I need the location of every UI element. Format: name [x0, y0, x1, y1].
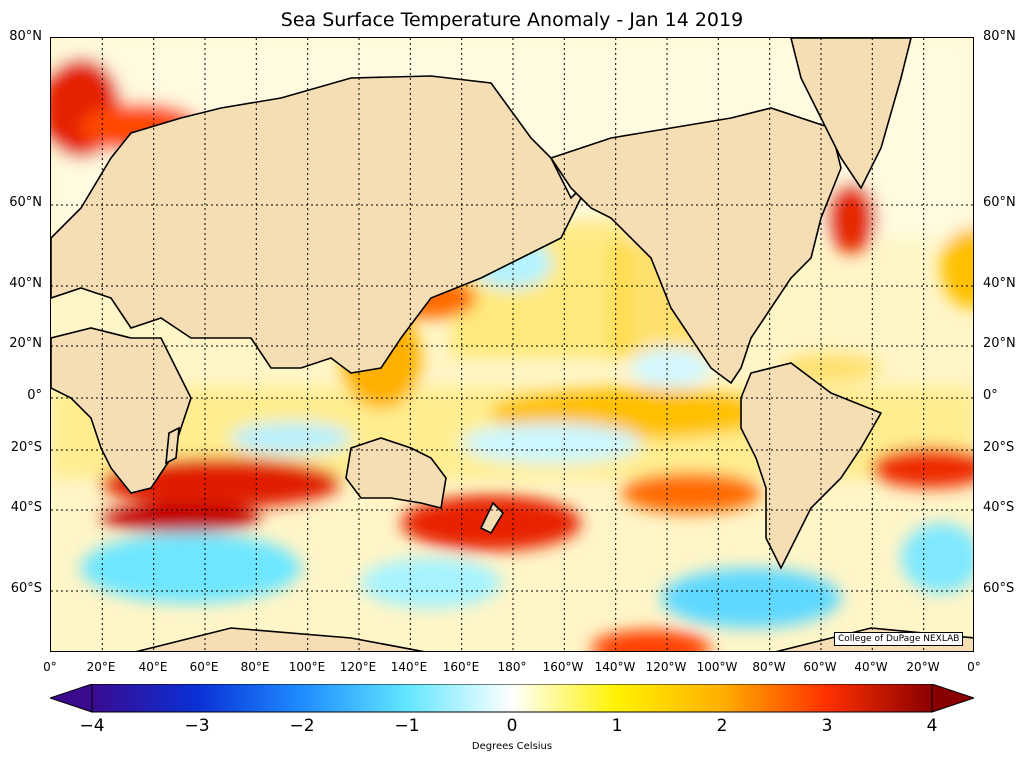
colorbar-tick-neg2: −2: [289, 716, 315, 736]
lon-label-20w: 20°W: [906, 660, 940, 674]
colorbar-tick-neg3: −3: [184, 716, 210, 736]
colorbar-min-extend: [50, 684, 93, 713]
colorbar-tick-neg1: −1: [394, 716, 420, 736]
lon-label-180: 180°: [497, 660, 527, 674]
credit-label: College of DuPage NEXLAB: [834, 632, 964, 646]
lat-label-60n-right: 60°N: [983, 195, 1016, 210]
colorbar: [50, 684, 974, 713]
lon-label-120e: 120°E: [339, 660, 377, 674]
lon-label-160w: 160°W: [542, 660, 584, 674]
lon-label-80w: 80°W: [752, 660, 786, 674]
lat-label-0-right: 0°: [983, 388, 998, 403]
lon-label-60w: 60°W: [803, 660, 837, 674]
lon-label-80e: 80°E: [240, 660, 270, 674]
lat-label-40n: 40°N: [9, 276, 42, 291]
lat-label-20n-right: 20°N: [983, 336, 1016, 351]
colorbar-tick-4: 4: [926, 716, 938, 736]
map-title: Sea Surface Temperature Anomaly - Jan 14…: [280, 9, 744, 31]
graticule: [51, 38, 973, 651]
lat-label-20s-right: 20°S: [983, 440, 1015, 455]
lat-label-60s: 60°S: [10, 581, 42, 596]
lon-label-40e: 40°E: [138, 660, 168, 674]
lat-label-20s: 20°S: [10, 440, 42, 455]
colorbar-caption: Degrees Celsius: [471, 741, 553, 752]
lon-label-140e: 140°E: [390, 660, 428, 674]
lon-label-40w: 40°W: [854, 660, 888, 674]
lat-label-0: 0°: [27, 388, 42, 403]
land-masses: [51, 38, 973, 651]
lon-label-20e: 20°E: [86, 660, 116, 674]
lat-label-40s: 40°S: [10, 500, 42, 515]
colorbar-gradient: [91, 684, 933, 713]
colorbar-tick-3: 3: [821, 716, 833, 736]
colorbar-tick-1: 1: [611, 716, 623, 736]
colorbar-tick-neg4: −4: [79, 716, 105, 736]
lat-label-40s-right: 40°S: [983, 500, 1015, 515]
colorbar-tick-2: 2: [716, 716, 728, 736]
colorbar-max-extend: [931, 684, 974, 713]
lat-label-60n: 60°N: [9, 195, 42, 210]
lat-label-20n: 20°N: [9, 336, 42, 351]
lon-label-140w: 140°W: [594, 660, 636, 674]
colorbar-tick-0: 0: [506, 716, 518, 736]
lon-label-60e: 60°E: [189, 660, 219, 674]
lat-label-40n-right: 40°N: [983, 276, 1016, 291]
lon-label-100w: 100°W: [696, 660, 738, 674]
lat-label-80n: 80°N: [9, 29, 42, 44]
lon-label-160e: 160°E: [442, 660, 480, 674]
lat-label-60s-right: 60°S: [983, 581, 1015, 596]
lon-label-0: 0°: [43, 660, 57, 674]
lon-label-120w: 120°W: [645, 660, 687, 674]
lon-label-0-right: 0°: [967, 660, 981, 674]
lon-label-100e: 100°E: [288, 660, 326, 674]
lat-label-80n-right: 80°N: [983, 29, 1016, 44]
sst-anomaly-map: [50, 37, 974, 652]
